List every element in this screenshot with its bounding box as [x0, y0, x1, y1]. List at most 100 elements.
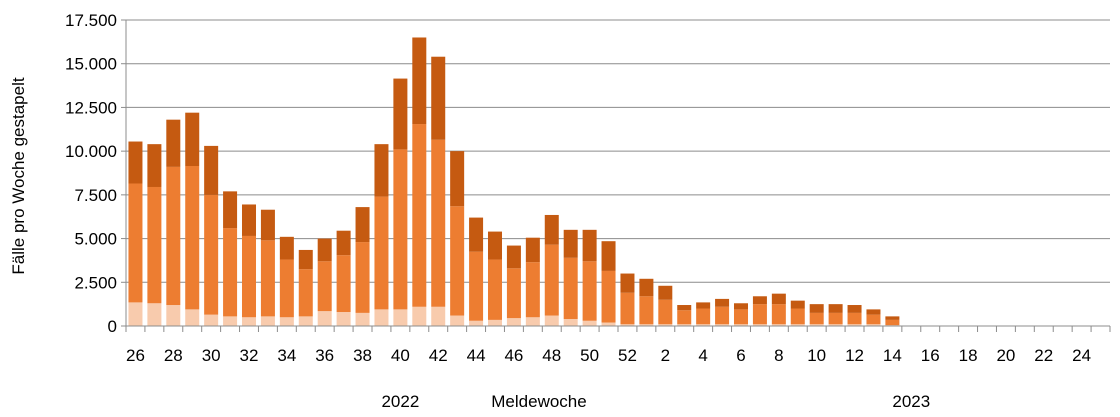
- y-tick-labels: 0 2.500 5.000 7.500 10.000 12.500 15.000 17.500: [65, 11, 117, 336]
- bar-segment: [866, 324, 881, 326]
- bar-segment: [412, 37, 427, 125]
- bar-segment: [147, 186, 162, 304]
- bar-segment: [317, 238, 332, 262]
- bar-segment: [223, 228, 238, 317]
- bars: [128, 37, 900, 326]
- bar-segment: [733, 324, 749, 326]
- x-tick-label: 22: [1034, 346, 1053, 365]
- bar-segment: [601, 322, 616, 326]
- x-tick-label: 40: [391, 346, 410, 365]
- x-tick-label: 36: [315, 346, 334, 365]
- x-tick-label: 2: [661, 346, 670, 365]
- x-tick-label: 52: [618, 346, 637, 365]
- bar-segment: [885, 316, 900, 320]
- bar-segment: [544, 315, 559, 326]
- bar-segment: [279, 236, 294, 260]
- x-tick-label: 6: [736, 346, 745, 365]
- bar-segment: [696, 308, 711, 325]
- bar-segment: [847, 312, 862, 325]
- bar-segment: [204, 194, 219, 315]
- bar-segment: [204, 145, 219, 195]
- bar-segment: [317, 311, 332, 326]
- bar-segment: [563, 229, 578, 258]
- bar-segment: [582, 320, 597, 326]
- bar-segment: [790, 324, 805, 326]
- year-labels: 2022 2023: [381, 392, 930, 411]
- bar-segment: [828, 324, 843, 326]
- bar-segment: [166, 166, 181, 306]
- bar-segment: [620, 324, 635, 326]
- bar-segment: [431, 306, 446, 326]
- bar-segment: [601, 270, 616, 323]
- bar-segment: [809, 312, 824, 325]
- x-tick-label: 24: [1072, 346, 1091, 365]
- bar-segment: [223, 191, 238, 229]
- x-tick-label: 16: [921, 346, 940, 365]
- y-tick-label: 10.000: [65, 142, 117, 161]
- bar-segment: [336, 255, 351, 313]
- bar-segment: [544, 214, 559, 245]
- bar-segment: [677, 310, 692, 325]
- bar-segment: [658, 324, 673, 326]
- bar-segment: [393, 149, 408, 310]
- bar-segment: [185, 166, 200, 310]
- bar-segment: [279, 317, 294, 326]
- bar-segment: [715, 324, 730, 326]
- bar-segment: [185, 112, 200, 167]
- x-tick-label: 20: [996, 346, 1015, 365]
- bar-segment: [715, 306, 730, 325]
- bar-segment: [147, 303, 162, 326]
- bar-segment: [506, 245, 521, 269]
- bar-segment: [658, 299, 673, 325]
- x-tick-label: 50: [580, 346, 599, 365]
- bar-segment: [279, 259, 294, 318]
- bar-segment: [204, 314, 219, 326]
- bar-segment: [658, 285, 673, 300]
- x-tick-label: 44: [467, 346, 486, 365]
- bar-segment: [582, 229, 597, 262]
- bar-segment: [506, 318, 521, 326]
- bar-segment: [790, 308, 805, 325]
- bar-segment: [582, 261, 597, 321]
- bar-segment: [355, 242, 370, 313]
- bar-segment: [393, 78, 408, 150]
- x-tick-label: 10: [807, 346, 826, 365]
- bar-segment: [336, 230, 351, 256]
- bar-segment: [393, 309, 408, 326]
- bar-segment: [828, 312, 843, 325]
- bar-segment: [506, 268, 521, 319]
- bar-segment: [450, 315, 465, 326]
- bar-segment: [771, 293, 786, 305]
- bar-segment: [298, 316, 313, 326]
- bar-segment: [241, 235, 257, 318]
- bar-segment: [241, 204, 257, 236]
- bar-segment: [487, 259, 503, 320]
- bar-segment: [412, 306, 427, 326]
- bar-segment: [487, 231, 503, 260]
- bar-segment: [166, 119, 181, 167]
- x-tick-label: 28: [164, 346, 183, 365]
- y-tick-label: 17.500: [65, 11, 117, 30]
- bar-segment: [620, 292, 635, 325]
- bar-segment: [847, 324, 862, 326]
- bar-segment: [715, 298, 730, 307]
- year-label: 2023: [892, 392, 930, 411]
- bar-segment: [677, 305, 692, 311]
- bar-segment: [885, 319, 900, 326]
- bar-segment: [601, 241, 616, 271]
- bar-segment: [412, 124, 427, 307]
- x-tick-label: 48: [542, 346, 561, 365]
- bar-segment: [752, 304, 767, 325]
- bar-segment: [733, 309, 749, 325]
- x-tick-label: 4: [698, 346, 707, 365]
- bar-segment: [223, 316, 238, 326]
- bar-segment: [809, 324, 824, 326]
- bar-segment: [317, 261, 332, 312]
- bar-segment: [374, 309, 389, 326]
- x-axis-title: Meldewoche: [491, 392, 586, 411]
- bar-segment: [128, 183, 143, 303]
- x-tick-label: 26: [126, 346, 145, 365]
- axes: [121, 19, 1111, 332]
- bar-segment: [147, 144, 162, 187]
